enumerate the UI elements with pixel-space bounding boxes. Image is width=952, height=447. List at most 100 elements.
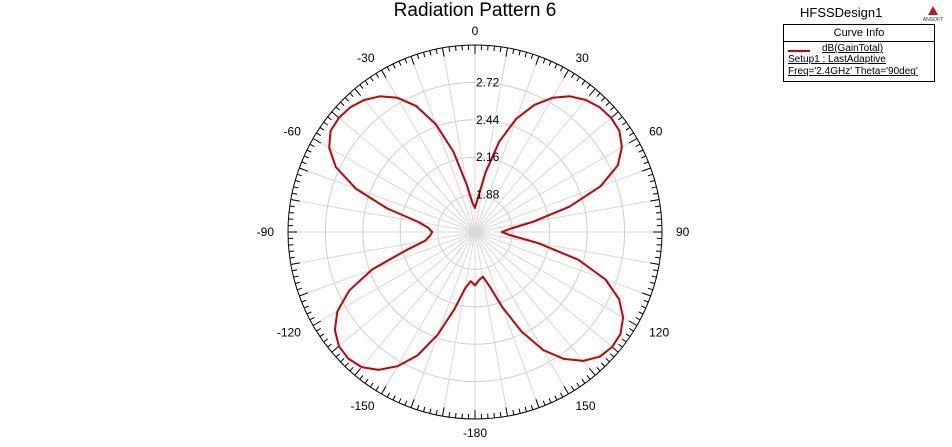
- legend-sweep: Freq='2.4GHz' Theta='90deg': [788, 66, 918, 77]
- outer-tick: [586, 84, 591, 89]
- grid-spoke: [312, 138, 476, 233]
- outer-tick: [423, 406, 426, 412]
- grid-spoke: [331, 111, 476, 233]
- angle-label: 120: [649, 326, 669, 340]
- outer-tick: [359, 375, 364, 380]
- outer-tick: [291, 269, 298, 272]
- outer-tick: [381, 69, 387, 79]
- angle-label: 150: [576, 399, 596, 413]
- outer-tick: [323, 338, 329, 343]
- outer-tick: [335, 106, 341, 111]
- outer-tick: [293, 186, 299, 189]
- outer-tick: [327, 116, 332, 121]
- outer-tick: [542, 400, 546, 406]
- outer-tick: [289, 256, 295, 259]
- outer-tick: [442, 47, 445, 57]
- outer-tick: [340, 358, 345, 363]
- outer-tick: [643, 161, 649, 165]
- label-layer: 1.88 2.16 2.44 2.72 0 30 60 90 120 150 -180 -150 -12…: [257, 24, 690, 440]
- outer-tick: [349, 92, 354, 98]
- outer-tick: [410, 56, 415, 65]
- gain-trace: [328, 95, 625, 371]
- outer-tick: [375, 386, 380, 391]
- outer-tick: [344, 97, 349, 102]
- outer-tick: [312, 320, 322, 326]
- logo-text: ANSOFT: [922, 17, 944, 23]
- outer-tick: [635, 316, 641, 321]
- grid-spoke: [354, 88, 476, 233]
- grid-spoke: [474, 88, 596, 233]
- legend-series-name: dB(GainTotal): [822, 43, 884, 54]
- outer-tick: [655, 256, 661, 259]
- outer-tick: [524, 406, 527, 412]
- outer-tick: [335, 353, 341, 358]
- outer-tick: [652, 269, 659, 272]
- outer-tick: [290, 262, 300, 265]
- outer-tick: [359, 84, 364, 89]
- outer-tick: [581, 378, 586, 384]
- outer-tick: [297, 287, 303, 291]
- outer-tick: [505, 407, 508, 417]
- outer-tick: [642, 292, 651, 297]
- outer-tick: [530, 54, 534, 60]
- outer-tick: [398, 398, 402, 404]
- outer-tick: [628, 138, 638, 144]
- outer-tick: [416, 54, 420, 60]
- outer-tick: [323, 121, 329, 126]
- outer-tick: [518, 408, 521, 414]
- outer-tick: [601, 97, 606, 102]
- outer-tick: [499, 412, 502, 418]
- outer-tick: [448, 412, 451, 418]
- outer-tick: [563, 385, 569, 395]
- grid-spoke: [474, 231, 508, 417]
- angle-label: 0: [472, 24, 479, 38]
- outer-tick: [621, 338, 627, 343]
- outer-tick: [518, 50, 521, 56]
- outer-tick: [369, 76, 374, 82]
- grid-spoke: [331, 231, 476, 353]
- legend-swatch: [788, 50, 810, 52]
- outer-tick: [548, 60, 552, 66]
- polar-grid: [287, 44, 663, 420]
- outer-tick: [306, 149, 312, 153]
- legend-setup: Setup1 : LastAdaptive: [788, 54, 886, 65]
- outer-tick: [641, 155, 647, 159]
- outer-tick: [429, 408, 432, 414]
- chart-title: Radiation Pattern 6: [393, 0, 557, 21]
- outer-tick: [386, 66, 391, 72]
- outer-tick: [650, 199, 660, 202]
- outer-tick: [316, 132, 321, 137]
- outer-tick: [410, 399, 415, 408]
- outer-tick: [559, 66, 564, 72]
- outer-tick: [319, 126, 325, 131]
- outer-tick: [576, 76, 581, 82]
- outer-tick: [650, 262, 660, 265]
- outer-tick: [512, 48, 515, 55]
- outer-tick: [530, 404, 534, 410]
- outer-tick: [629, 132, 634, 137]
- grid-spoke: [474, 231, 638, 326]
- outer-tick: [499, 46, 502, 52]
- outer-tick: [392, 63, 396, 69]
- outer-tick: [404, 400, 408, 406]
- outer-tick: [505, 47, 508, 57]
- outer-tick: [381, 385, 387, 395]
- grid-spoke: [474, 231, 540, 408]
- outer-tick: [618, 343, 623, 348]
- outer-tick: [647, 173, 653, 177]
- outer-tick: [641, 305, 647, 309]
- outer-tick: [647, 287, 653, 291]
- grid-spoke: [290, 199, 476, 233]
- outer-tick: [344, 362, 349, 367]
- outer-tick: [611, 111, 619, 118]
- outer-tick: [493, 412, 495, 419]
- outer-tick: [423, 52, 426, 58]
- outer-tick: [628, 320, 638, 326]
- grid-spoke: [410, 56, 476, 233]
- radial-tick-label: 2.16: [476, 150, 500, 164]
- outer-tick: [605, 101, 610, 106]
- outer-tick: [581, 80, 586, 86]
- legend-header: Curve Info: [784, 25, 934, 42]
- outer-tick: [512, 409, 515, 416]
- legend-box[interactable]: Curve Info dB(GainTotal) Setup1 : LastAd…: [783, 24, 935, 82]
